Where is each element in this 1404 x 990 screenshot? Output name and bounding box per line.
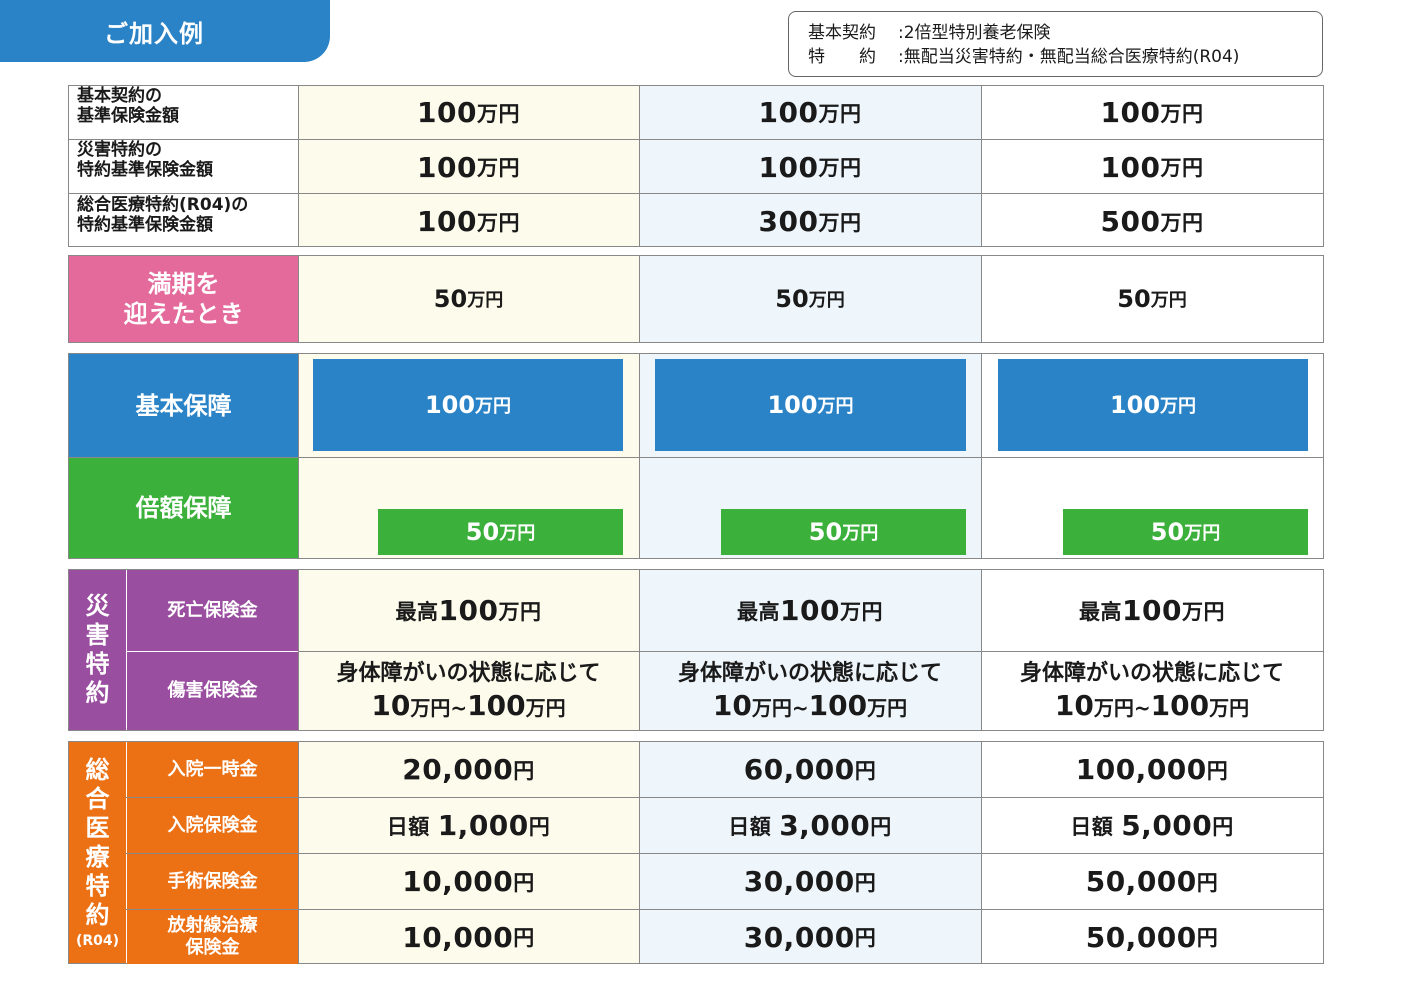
medical-benefit-label: 入院保険金	[127, 798, 298, 853]
injury-benefit-label: 傷害保険金	[127, 652, 298, 730]
disaster-rider-group-label: 災 害 特 約	[69, 570, 126, 730]
medical-benefit-value: 60,000 円	[743, 753, 877, 786]
amounts-table: 基本契約の 基準保険金額 100 万円 100 万円 100 万円 災害特約の 特約基準保険金額 1…	[68, 85, 1324, 247]
amount-row-value: 300 万円	[758, 205, 862, 238]
disaster-rider-section: 災 害 特 約 死亡保険金 傷害保険金 最高 100 万円 最高 100 万円 最高 10…	[68, 569, 1324, 731]
basic-coverage-label: 基本保障	[69, 354, 298, 457]
medical-benefit-value: 30,000 円	[743, 920, 877, 954]
medical-benefit-label: 入院一時金	[127, 742, 298, 797]
contract-val-basic: :2倍型特別養老保険	[898, 23, 1051, 43]
medical-rider-section: 総 合 医 療 特 約 (R04) 入院一時金 20,000 円 60,000 円 100…	[68, 741, 1324, 964]
amount-row-label: 基本契約の 基準保険金額	[77, 86, 179, 126]
medical-benefit-value: 10,000 円	[402, 865, 535, 898]
maturity-section: 満期を 迎えたとき 50 万円 50 万円 50 万円	[68, 255, 1324, 343]
injury-benefit-value: 身体障がいの状態に応じて 10万円~100万円	[677, 660, 942, 722]
death-benefit-value: 最高 100 万円	[1079, 594, 1225, 627]
amount-row-value: 100 万円	[417, 96, 520, 129]
death-benefit-value: 最高 100 万円	[395, 594, 542, 627]
medical-benefit-value: 30,000 円	[743, 865, 877, 898]
maturity-label: 満期を 迎えたとき	[69, 256, 298, 342]
medical-benefit-value: 20,000 円	[402, 753, 535, 786]
contract-key-rider: 特 約	[808, 47, 876, 67]
death-benefit-label: 死亡保険金	[127, 570, 298, 651]
medical-benefit-value: 日額 1,000 円	[386, 809, 551, 842]
maturity-value: 50 万円	[1117, 285, 1187, 313]
maturity-value: 50 万円	[433, 285, 504, 313]
medical-rider-group-label: 総 合 医 療 特 約 (R04)	[69, 742, 126, 963]
medical-benefit-value: 日額 3,000 円	[728, 809, 892, 842]
amount-row-value: 100 万円	[758, 150, 862, 184]
medical-benefit-value: 50,000 円	[1085, 920, 1219, 954]
amount-row-value: 100 万円	[1100, 150, 1204, 184]
injury-benefit-value: 身体障がいの状態に応じて 10万円~100万円	[1019, 660, 1284, 722]
amount-row-value: 100 万円	[417, 150, 520, 184]
amount-row-value: 500 万円	[1100, 205, 1204, 238]
injury-benefit-value: 身体障がいの状態に応じて 10万円~100万円	[336, 660, 601, 722]
medical-benefit-label: 手術保険金	[127, 854, 298, 909]
amount-row-value: 100 万円	[758, 96, 862, 129]
section-tab-title: ご加入例	[0, 0, 330, 62]
double-coverage-bar: 50 万円	[378, 509, 623, 555]
medical-benefit-value: 日額 5,000 円	[1070, 809, 1234, 842]
amount-row-value: 100 万円	[1100, 96, 1204, 129]
maturity-value: 50 万円	[775, 285, 845, 313]
medical-benefit-value: 10,000 円	[402, 920, 535, 954]
amount-row-label: 総合医療特約(R04)の 特約基準保険金額	[77, 195, 249, 235]
contract-key-basic: 基本契約	[808, 23, 876, 43]
basic-coverage-bar: 100 万円	[313, 359, 623, 451]
basic-coverage-bar: 100 万円	[998, 359, 1308, 451]
maturity-label-line2: 迎えたとき	[123, 300, 244, 328]
basic-coverage-bar: 100 万円	[655, 359, 966, 451]
medical-benefit-value: 100,000 円	[1075, 753, 1229, 786]
medical-benefit-value: 50,000 円	[1085, 865, 1219, 898]
death-benefit-value: 最高 100 万円	[737, 594, 883, 627]
contract-info-box: 基本契約 :2倍型特別養老保険 特 約 :無配当災害特約・無配当総合医療特約(R04…	[788, 11, 1323, 77]
double-coverage-bar: 50 万円	[1063, 509, 1308, 555]
medical-benefit-label: 放射線治療 保険金	[127, 910, 298, 964]
maturity-label-line1: 満期を	[147, 270, 220, 298]
double-coverage-label: 倍額保障	[69, 458, 298, 558]
contract-val-rider: :無配当災害特約・無配当総合医療特約(R04)	[898, 47, 1240, 67]
coverage-section: 基本保障 倍額保障 100 万円 100 万円 100 万円 50 万円 50 万円 50…	[68, 353, 1324, 559]
amount-row-value: 100 万円	[417, 205, 520, 238]
amount-row-label: 災害特約の 特約基準保険金額	[77, 140, 213, 180]
double-coverage-bar: 50 万円	[721, 509, 966, 555]
